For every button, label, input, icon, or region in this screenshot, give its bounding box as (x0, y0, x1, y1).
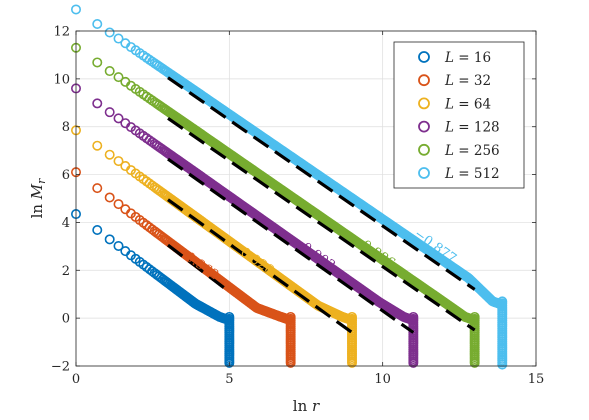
data-point (113, 113, 124, 124)
legend-marker (418, 167, 430, 179)
legend-entry: L = 64 (444, 96, 491, 112)
data-point (92, 57, 103, 68)
legend-marker (418, 120, 430, 133)
data-point (113, 199, 124, 210)
fit-line (167, 76, 476, 291)
data-point (104, 192, 115, 203)
data-point (224, 357, 235, 368)
data-point (113, 240, 124, 251)
legend-entry: L = 512 (444, 166, 500, 182)
legend-marker (418, 143, 430, 156)
y-tick-label: 4 (62, 216, 70, 231)
fit-line (167, 157, 415, 334)
data-point (104, 149, 115, 160)
data-point (497, 359, 508, 370)
data-point (285, 357, 296, 368)
fit-lines (167, 76, 476, 334)
data-point (92, 19, 103, 30)
legend-marker (418, 51, 430, 63)
y-tick-label: 0 (62, 312, 70, 327)
fit-line (167, 117, 476, 332)
axis-labels: ln r ln Mr (28, 178, 320, 415)
legend-entry: L = 128 (444, 120, 500, 136)
legend-entry: L = 32 (444, 73, 491, 89)
y-tick-label: 10 (53, 72, 70, 87)
x-tick-label: 15 (528, 372, 545, 387)
data-point (92, 140, 103, 151)
data-point (113, 33, 124, 44)
legend: L = 16 L = 32 L = 64 L = 128 L = 256 L = 512 (393, 41, 525, 189)
data-point (104, 107, 115, 118)
y-tick-label: 12 (53, 25, 70, 40)
legend-marker (418, 74, 430, 87)
y-tick-label: −2 (51, 360, 70, 375)
data-point (71, 4, 82, 15)
plot-frame (75, 30, 537, 367)
legend-entry: L = 16 (444, 50, 491, 66)
data-point (104, 234, 115, 245)
y-tick-label: 2 (62, 264, 70, 279)
x-tick-label: 0 (72, 372, 80, 387)
data-points (71, 4, 508, 370)
x-tick-label: 5 (225, 372, 233, 387)
data-point (92, 225, 103, 236)
y-tick-label: 6 (62, 168, 70, 183)
data-point (104, 27, 115, 38)
legend-marker (418, 97, 430, 110)
x-tick-label: 10 (374, 372, 391, 387)
fit-line (167, 198, 353, 334)
fit-line (167, 243, 231, 294)
data-point (113, 156, 124, 167)
data-point (408, 357, 419, 368)
data-point (469, 357, 480, 368)
data-point (346, 357, 357, 368)
y-tick-label: 8 (62, 120, 70, 135)
data-point (113, 72, 124, 83)
legend-entry: L = 256 (444, 143, 500, 159)
data-point (92, 183, 103, 194)
data-point (92, 98, 103, 109)
legend-box (393, 41, 525, 189)
y-axis-label: ln Mr (28, 178, 48, 219)
data-point (104, 66, 115, 77)
x-axis-label: ln r (293, 397, 320, 415)
